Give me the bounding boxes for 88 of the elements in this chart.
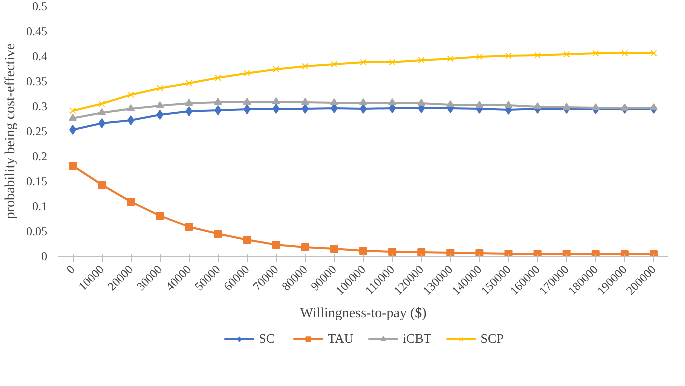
point	[301, 98, 310, 106]
point	[360, 247, 368, 255]
point	[360, 59, 367, 66]
point	[446, 249, 455, 256]
point	[214, 74, 222, 82]
point	[244, 70, 251, 77]
point	[70, 108, 76, 114]
point	[564, 51, 570, 58]
point	[98, 100, 106, 108]
point	[128, 116, 135, 126]
point	[70, 125, 77, 135]
point	[301, 244, 310, 252]
y-tick-label: 0.2	[32, 150, 48, 164]
point	[272, 104, 280, 114]
point	[98, 181, 106, 189]
point	[446, 100, 455, 108]
point	[186, 106, 193, 116]
legend-label: SCP	[480, 331, 504, 347]
point	[127, 198, 136, 206]
point	[330, 245, 338, 253]
y-tick-label: 0.4	[32, 50, 48, 64]
point	[592, 50, 600, 57]
point	[156, 101, 164, 109]
point	[330, 98, 338, 106]
point	[476, 100, 484, 108]
point	[185, 98, 194, 106]
legend-label: iCBT	[402, 331, 432, 347]
point	[98, 108, 106, 116]
y-tick-label: 0.45	[26, 24, 48, 38]
y-tick-label: 0.15	[26, 174, 48, 188]
point	[272, 241, 280, 249]
point	[505, 52, 512, 60]
legend-label: SC	[259, 331, 276, 347]
x-axis-title: Willingness-to-pay ($)	[300, 306, 428, 322]
point	[388, 98, 397, 106]
point	[331, 61, 338, 68]
point	[534, 52, 542, 59]
point	[243, 98, 252, 106]
point	[128, 92, 134, 98]
point	[389, 59, 396, 66]
y-tick-label: 0.05	[26, 224, 48, 238]
point	[156, 85, 164, 92]
point	[534, 102, 542, 110]
point	[562, 250, 571, 256]
point	[622, 50, 628, 57]
point	[186, 80, 193, 87]
point	[534, 250, 542, 256]
point	[98, 118, 106, 128]
point	[185, 223, 194, 231]
point	[302, 63, 309, 70]
point	[156, 110, 164, 120]
point	[360, 104, 367, 114]
y-tick-label: 0.25	[26, 124, 48, 138]
point	[504, 100, 513, 108]
point	[214, 106, 222, 116]
point	[418, 57, 425, 64]
point	[272, 97, 280, 105]
point	[360, 98, 368, 106]
point	[69, 114, 78, 122]
point	[69, 162, 78, 170]
y-tick-label: 0	[42, 250, 48, 264]
point	[504, 250, 513, 256]
x-tick-label: 0	[64, 262, 78, 277]
point	[418, 248, 426, 256]
point	[273, 66, 280, 73]
point	[476, 250, 484, 256]
point	[476, 54, 484, 60]
point	[562, 102, 571, 110]
point	[592, 103, 600, 111]
point	[214, 98, 222, 106]
y-tick-label: 0.3	[32, 100, 48, 114]
point	[214, 230, 222, 238]
y-axis-title: probability being cost-effective	[4, 44, 18, 220]
point	[620, 104, 629, 112]
point	[650, 50, 658, 57]
point	[650, 103, 658, 111]
legend-label: TAU	[328, 331, 354, 347]
point	[127, 104, 136, 112]
point	[243, 236, 252, 244]
point	[447, 56, 454, 62]
y-tick-label: 0.1	[32, 200, 48, 214]
point	[244, 104, 251, 114]
point	[388, 248, 397, 256]
y-tick-label: 0.5	[32, 0, 48, 14]
point	[156, 212, 164, 220]
point	[302, 104, 309, 114]
y-tick-label: 0.35	[26, 74, 48, 88]
point	[418, 98, 426, 106]
